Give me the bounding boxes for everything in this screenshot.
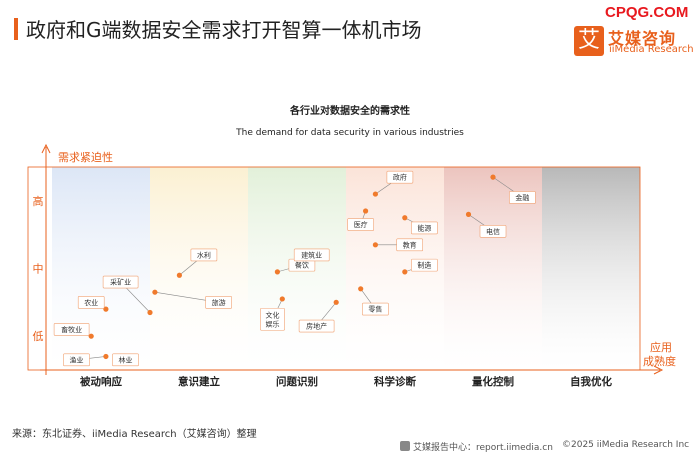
point-label-box	[260, 307, 285, 331]
data-point	[465, 211, 472, 217]
iimedia-logo-icon: 艾	[574, 26, 604, 56]
data-point	[103, 353, 109, 360]
stage-band-6	[542, 167, 640, 370]
x-tick-label: 被动响应	[80, 375, 122, 388]
report-center-icon	[400, 441, 410, 451]
data-point	[103, 306, 109, 312]
x-axis-label-line2: 成熟度	[643, 354, 676, 368]
watermark-text: CPQG.COM	[605, 4, 689, 21]
point-label-text: 金融	[515, 193, 529, 202]
logo-en-text: iiMedia Research	[609, 44, 694, 55]
point-label-box	[396, 238, 424, 252]
chart-container: 被动响应 意识建立 问题识别 科学诊断 量化控制 自我优化 低 中 高 渔业 畜牧业林业 农业 采矿业…	[0, 95, 700, 395]
chart-title: 各行业对数据安全的需求性	[289, 104, 410, 117]
data-point	[402, 215, 408, 221]
point-label-text: 制造	[417, 261, 431, 270]
point-label-text: 建筑业	[301, 250, 322, 259]
point-label-box	[479, 224, 507, 238]
point-label-box	[347, 218, 375, 231]
stage-band-1	[52, 167, 150, 370]
data-point	[402, 269, 408, 275]
x-axis-arrow-icon	[653, 365, 664, 375]
data-point	[363, 208, 369, 214]
footer-report-link: 艾媒报告中心：report.iimedia.cn	[400, 440, 553, 453]
logo-cn-text: 艾媒咨询	[608, 29, 677, 48]
point-label-box	[112, 353, 139, 367]
data-point	[279, 296, 285, 302]
data-point	[152, 289, 158, 295]
point-label-text: 餐饮	[295, 261, 309, 270]
point-label-text: 电信	[486, 227, 500, 236]
data-point	[176, 272, 182, 278]
point-label-box	[298, 319, 335, 333]
point-label-text: 娱乐	[266, 319, 280, 328]
point-label-box	[102, 275, 139, 289]
data-point	[372, 191, 378, 197]
data-point	[274, 269, 280, 275]
page-title: 政府和G端数据安全需求打开智算一体机市场	[26, 18, 422, 42]
point-label-text: 零售	[368, 305, 382, 314]
data-point	[147, 309, 153, 316]
y-tick-label: 低	[33, 330, 44, 343]
data-point	[333, 299, 339, 305]
point-label-box	[411, 221, 438, 235]
point-label-text: 医疗	[354, 220, 368, 229]
point-label-box	[293, 248, 330, 262]
y-axis-label: 需求紧迫性	[58, 150, 113, 164]
title-accent-bar	[14, 18, 18, 40]
source-note: 来源：东北证券、iiMedia Research（艾媒咨询）整理	[12, 429, 257, 440]
data-point	[490, 174, 496, 180]
point-label-box	[411, 258, 438, 272]
point-label-text: 林业	[119, 355, 133, 364]
y-tick-label: 中	[33, 263, 44, 276]
chart-subtitle: The demand for data security in various …	[235, 128, 464, 138]
y-axis-arrow-icon	[41, 143, 51, 154]
footer-report-text: 艾媒报告中心：report.iimedia.cn	[413, 443, 553, 453]
point-label-box	[77, 296, 105, 309]
point-label-text: 畜牧业	[61, 325, 82, 334]
x-tick-label: 科学诊断	[374, 375, 416, 388]
point-label-box	[362, 302, 389, 316]
point-label-text: 农业	[84, 298, 98, 307]
point-label-text: 文化	[266, 310, 280, 319]
point-label-text: 渔业	[70, 355, 84, 364]
data-point	[358, 286, 364, 292]
x-tick-label: 意识建立	[178, 375, 220, 388]
data-point	[372, 242, 378, 248]
point-label-text: 旅游	[212, 298, 226, 307]
point-label-box	[205, 296, 232, 309]
stage-band-2	[150, 167, 248, 370]
point-label-box	[53, 323, 90, 336]
point-label-text: 房地产	[306, 322, 327, 331]
x-tick-label: 量化控制	[472, 375, 514, 388]
point-label-text: 水利	[197, 250, 211, 259]
x-tick-label: 问题识别	[276, 375, 318, 388]
point-label-text: 能源	[417, 223, 431, 232]
point-label-box	[386, 170, 414, 184]
footer-copyright: ©2025 iiMedia Research Inc	[562, 440, 690, 450]
point-label-text: 教育	[403, 240, 417, 249]
point-label-box	[63, 353, 90, 367]
point-label-text: 政府	[393, 173, 407, 182]
point-label-box	[190, 248, 218, 262]
y-tick-label: 高	[33, 194, 44, 208]
x-axis-label-line1: 应用	[650, 340, 672, 354]
point-label-text: 采矿业	[110, 278, 131, 287]
x-tick-label: 自我优化	[570, 375, 612, 388]
data-point	[88, 333, 94, 339]
point-label-box	[509, 191, 536, 204]
